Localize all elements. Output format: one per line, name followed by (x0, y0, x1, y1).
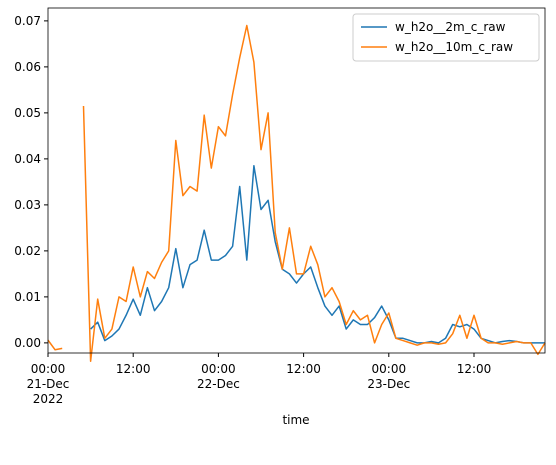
y-tick-label: 0.00 (14, 336, 41, 350)
y-tick-label: 0.02 (14, 244, 41, 258)
legend-label: w_h2o__2m_c_raw (395, 20, 506, 34)
legend-label: w_h2o__10m_c_raw (395, 40, 513, 54)
y-tick-label: 0.05 (14, 106, 41, 120)
x-tick-label: 00:00 (201, 362, 236, 376)
x-tick-label: 12:00 (116, 362, 151, 376)
series-line (47, 24, 546, 363)
series-line (90, 165, 545, 344)
x-tick-label: 2022 (33, 392, 64, 406)
y-tick-label: 0.04 (14, 152, 41, 166)
x-tick-label: 21-Dec (27, 377, 70, 391)
x-tick-label: 22-Dec (197, 377, 240, 391)
x-tick-label: 00:00 (31, 362, 66, 376)
legend-box (352, 13, 540, 62)
y-tick-label: 0.03 (14, 198, 41, 212)
x-tick-label: 12:00 (286, 362, 321, 376)
y-tick-label: 0.07 (14, 14, 41, 28)
x-tick-label: 12:00 (457, 362, 492, 376)
y-tick-label: 0.06 (14, 60, 41, 74)
x-tick-label: 23-Dec (367, 377, 410, 391)
x-axis-label: time (282, 413, 309, 427)
y-tick-label: 0.01 (14, 290, 41, 304)
x-tick-label: 00:00 (372, 362, 407, 376)
plot-frame (47, 7, 546, 354)
